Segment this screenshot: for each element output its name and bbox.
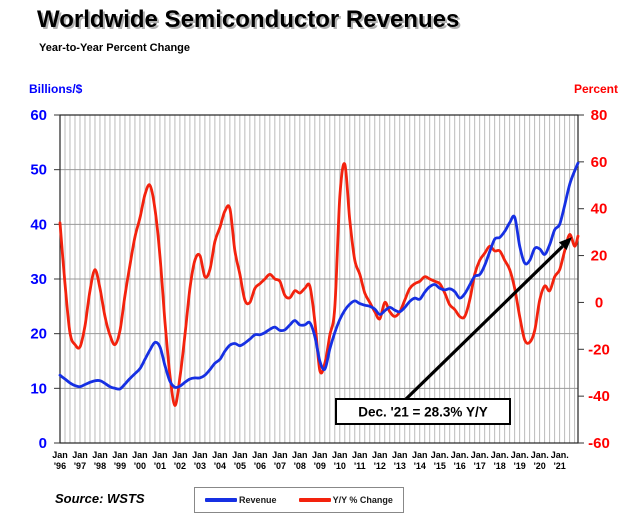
x-axis-label: Jan. — [511, 450, 529, 460]
x-axis-label: '01 — [154, 461, 166, 471]
x-axis-label: '16 — [454, 461, 466, 471]
x-axis-label: Jan. — [491, 450, 509, 460]
x-axis-label: Jan — [92, 450, 108, 460]
x-axis-label: '02 — [174, 461, 186, 471]
x-axis-label: '96 — [54, 461, 66, 471]
left-axis-tick-label: 20 — [30, 326, 47, 343]
x-axis-label: '18 — [494, 461, 506, 471]
chart-subtitle: Year-to-Year Percent Change — [39, 42, 191, 54]
left-axis-title: Billions/$ — [29, 82, 83, 96]
right-axis-tick-label: -20 — [588, 341, 610, 358]
x-axis-label: '00 — [134, 461, 146, 471]
right-axis-tick-label: -40 — [588, 388, 610, 405]
x-axis-label: Jan — [332, 450, 348, 460]
x-axis-label: Jan — [372, 450, 388, 460]
left-axis-tick-label: 10 — [30, 380, 47, 397]
x-axis-label: Jan. — [531, 450, 549, 460]
x-axis-label: Jan — [292, 450, 308, 460]
yoy-change-line — [58, 162, 580, 407]
x-axis-label: Jan — [352, 450, 368, 460]
x-axis-label: Jan — [412, 450, 428, 460]
x-axis-label: '09 — [314, 461, 326, 471]
x-axis-label: '97 — [74, 461, 86, 471]
x-axis-label: '98 — [94, 461, 106, 471]
left-axis-tick-label: 40 — [30, 216, 47, 233]
annotation-callout: Dec. '21 = 28.3% Y/Y — [335, 398, 511, 425]
x-axis-label: Jan. — [471, 450, 489, 460]
x-axis-label: '08 — [294, 461, 306, 471]
right-axis-tick-label: 0 — [595, 294, 603, 311]
x-axis-label: '03 — [194, 461, 206, 471]
left-axis-tick-label: 0 — [39, 435, 47, 452]
right-axis-tick-label: 60 — [591, 154, 608, 171]
legend: Revenue Y/Y % Change — [194, 487, 404, 513]
right-axis-tick-label: 20 — [591, 248, 608, 265]
x-axis-label: Jan — [232, 450, 248, 460]
chart-title: Worldwide Semiconductor Revenues — [37, 6, 460, 33]
x-axis-label: '12 — [374, 461, 386, 471]
x-axis-label: '17 — [474, 461, 486, 471]
x-axis-label: Jan — [112, 450, 128, 460]
x-axis-label: '20 — [534, 461, 546, 471]
right-axis-tick-labels: 80 60 40 20 0 -20 -40 -60 — [588, 107, 610, 452]
x-axis-label: Jan — [172, 450, 188, 460]
x-axis-label: Jan — [52, 450, 68, 460]
x-axis-label: Jan. — [551, 450, 569, 460]
x-axis-label: '13 — [394, 461, 406, 471]
x-axis-label: Jan — [272, 450, 288, 460]
x-axis-label: '14 — [414, 461, 426, 471]
legend-label-yoy: Y/Y % Change — [332, 495, 393, 505]
x-axis-label: '05 — [234, 461, 246, 471]
callout-arrow — [404, 237, 572, 401]
left-axis-tick-labels: 60 50 40 30 20 10 0 — [30, 107, 47, 452]
legend-item-yoy: Y/Y % Change — [298, 495, 393, 505]
x-axis-label: Jan. — [451, 450, 469, 460]
revenue-line — [58, 161, 580, 391]
annotation-text: Dec. '21 = 28.3% Y/Y — [358, 405, 487, 420]
left-axis-tick-label: 60 — [30, 107, 47, 124]
yoy-line-swatch — [298, 498, 331, 502]
x-axis-labels: Jan'96Jan'97Jan'98Jan'99Jan'00Jan'01Jan'… — [52, 450, 568, 471]
right-axis-tick-label: -60 — [588, 435, 610, 452]
x-axis-label: '21 — [554, 461, 566, 471]
x-axis-label: '10 — [334, 461, 346, 471]
x-axis-label: '06 — [254, 461, 266, 471]
left-axis-tick-label: 30 — [30, 271, 47, 288]
revenue-line-swatch — [205, 498, 238, 502]
gridlines — [60, 115, 578, 443]
x-axis-label: Jan — [72, 450, 88, 460]
x-axis-label: '15 — [434, 461, 446, 471]
x-axis-label: '19 — [514, 461, 526, 471]
source-credit: Source: WSTS — [55, 491, 145, 506]
legend-item-revenue: Revenue — [205, 495, 277, 505]
x-axis-label: Jan. — [431, 450, 449, 460]
x-axis-label: '07 — [274, 461, 286, 471]
x-axis-label: '04 — [214, 461, 226, 471]
x-axis-label: '99 — [114, 461, 126, 471]
x-axis-label: Jan — [392, 450, 408, 460]
x-axis-label: Jan — [152, 450, 168, 460]
x-axis-label: Jan — [132, 450, 148, 460]
right-axis-title: Percent — [573, 82, 619, 96]
axis-ticks — [54, 114, 584, 444]
right-axis-tick-label: 80 — [591, 107, 608, 124]
left-axis-tick-label: 50 — [30, 162, 47, 179]
x-axis-label: Jan — [212, 450, 228, 460]
x-axis-label: '11 — [354, 461, 366, 471]
right-axis-tick-label: 40 — [591, 201, 608, 218]
x-axis-label: Jan — [192, 450, 208, 460]
x-axis-label: Jan — [252, 450, 268, 460]
legend-label-revenue: Revenue — [239, 495, 277, 505]
x-axis-label: Jan — [312, 450, 328, 460]
